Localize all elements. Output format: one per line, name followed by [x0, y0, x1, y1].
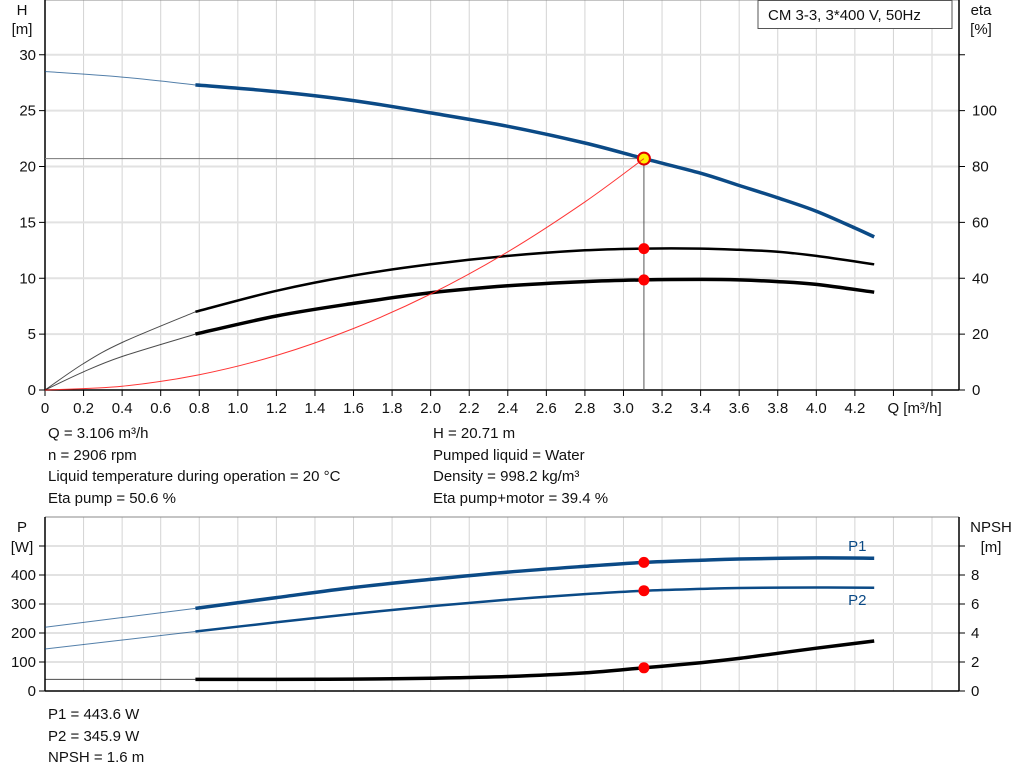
y-tick-label-left: 0: [28, 382, 36, 399]
y-tick-label-right: 40: [972, 270, 989, 287]
x-tick-label: 1.4: [305, 400, 326, 417]
y-axis-unit-right: [%]: [970, 21, 992, 38]
x-tick-label: 3.4: [690, 400, 711, 417]
series-head-extrapolated: [44, 71, 196, 86]
operating-marker-eta-pump-motor: [638, 274, 650, 286]
operating-marker-p1: [638, 556, 650, 568]
operating-marker-p2: [638, 585, 650, 597]
x-tick-label: 3.0: [613, 400, 634, 417]
x-tick-label: 0: [41, 400, 49, 417]
series-eta-pump-extrapolated: [44, 311, 196, 391]
y-tick-label-left: 20: [19, 159, 36, 176]
y-tick-label-right: 100: [972, 103, 997, 120]
y-tick-label-left: 15: [19, 214, 36, 231]
y-axis-unit-left: [W]: [11, 539, 34, 556]
y-tick-label-left: 100: [11, 654, 36, 671]
info-top-right: H = 20.71 m Pumped liquid = Water Densit…: [433, 423, 608, 509]
info-eta-pump: Eta pump = 50.6 %: [48, 489, 176, 507]
x-tick-label: 2.4: [497, 400, 518, 417]
series-system-curve: [44, 158, 645, 391]
operating-marker-eta-pump: [638, 243, 650, 255]
y-tick-label-right: 6: [971, 596, 979, 613]
y-tick-label-left: 10: [19, 270, 36, 287]
x-tick-label: 3.8: [767, 400, 788, 417]
x-tick-label: 1.2: [266, 400, 287, 417]
series-label-p2: P2: [848, 592, 866, 609]
x-tick-label: 0.4: [112, 400, 133, 417]
y-tick-label-left: 200: [11, 625, 36, 642]
y-tick-label-left: 25: [19, 103, 36, 120]
y-tick-label-right: 80: [972, 159, 989, 176]
series-eta-pump-motor: [195, 277, 875, 336]
info-pumped-liquid: Pumped liquid = Water: [433, 446, 585, 464]
operating-point-marker: [636, 151, 651, 166]
y-axis-unit-right: [m]: [981, 539, 1002, 556]
series-p1: [195, 556, 875, 611]
y-axis-label-right: eta: [971, 2, 993, 19]
x-tick-label: 3.2: [652, 400, 673, 417]
y-axis-label-left: P: [17, 519, 27, 536]
series-npsh: [195, 639, 875, 682]
y-tick-label-left: 0: [28, 683, 36, 700]
info-p2: P2 = 345.9 W: [48, 727, 140, 745]
series-label-p1: P1: [848, 538, 866, 555]
x-tick-label: 0.6: [150, 400, 171, 417]
info-eta-pump-motor: Eta pump+motor = 39.4 %: [433, 489, 609, 507]
x-tick-label: 1.8: [382, 400, 403, 417]
series-p2: [195, 586, 875, 633]
y-tick-label-left: 5: [28, 326, 36, 343]
x-tick-label: 4.2: [844, 400, 865, 417]
y-tick-label-right: 0: [971, 683, 979, 700]
x-tick-label: 1.6: [343, 400, 364, 417]
y-tick-label-left: 400: [11, 567, 36, 584]
x-tick-label: 0.2: [73, 400, 94, 417]
y-tick-label-right: 8: [971, 567, 979, 584]
info-p1: P1 = 443.6 W: [48, 706, 140, 723]
y-tick-label-left: 300: [11, 596, 36, 613]
series-head: [195, 83, 875, 239]
info-speed: n = 2906 rpm: [48, 446, 137, 464]
info-head: H = 20.71 m: [433, 425, 516, 442]
x-tick-label: 2.6: [536, 400, 557, 417]
chart-title: CM 3-3, 3*400 V, 50Hz: [768, 7, 921, 24]
info-density: Density = 998.2 kg/m³: [433, 468, 580, 485]
y-tick-label-right: 0: [972, 382, 980, 399]
series-eta-pump: [195, 247, 875, 314]
x-tick-label: 4.0: [806, 400, 827, 417]
x-tick-label: 2.8: [574, 400, 595, 417]
x-tick-label: 1.0: [227, 400, 248, 417]
x-tick-label: 3.6: [729, 400, 750, 417]
info-bottom: P1 = 443.6 W P2 = 345.9 W NPSH = 1.6 m: [48, 704, 144, 769]
info-liquid-temperature: Liquid temperature during operation = 20…: [48, 468, 341, 485]
info-npsh: NPSH = 1.6 m: [48, 749, 145, 766]
info-flow: Q = 3.106 m³/h: [48, 425, 149, 442]
y-axis-unit-left: [m]: [12, 21, 33, 38]
operating-marker-npsh: [638, 662, 650, 674]
x-tick-label: 2.0: [420, 400, 441, 417]
x-axis-label: Q [m³/h]: [887, 400, 941, 417]
y-tick-label-right: 4: [971, 625, 979, 642]
y-axis-label-left: H: [17, 2, 28, 19]
y-tick-label-right: 2: [971, 654, 979, 671]
x-tick-label: 2.2: [459, 400, 480, 417]
x-tick-label: 0.8: [189, 400, 210, 417]
y-tick-label-right: 60: [972, 214, 989, 231]
series-p2-extrapolated: [44, 631, 196, 650]
info-top-left: Q = 3.106 m³/h n = 2906 rpm Liquid tempe…: [48, 423, 340, 509]
title-box: [757, 0, 953, 29]
series-p1-extrapolated: [44, 607, 196, 628]
y-tick-label-left: 30: [19, 47, 36, 64]
series-eta-pump-motor-extrapolated: [44, 333, 196, 391]
y-tick-label-right: 20: [972, 326, 989, 343]
y-axis-label-right: NPSH: [970, 519, 1012, 536]
